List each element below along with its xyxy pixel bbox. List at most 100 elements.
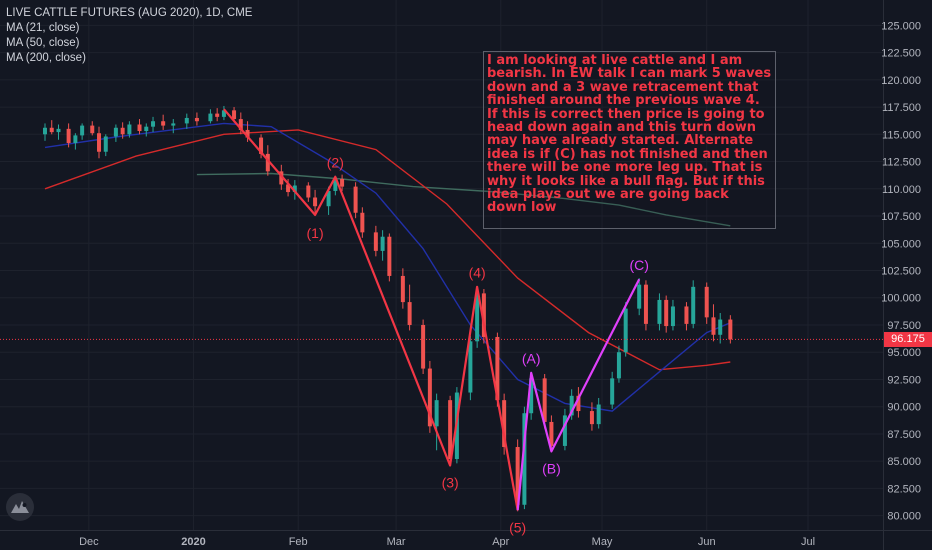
candle (380, 230, 385, 261)
candle (657, 293, 662, 331)
wave-label: (2) (327, 155, 344, 171)
tradingview-logo-icon[interactable] (6, 493, 34, 521)
candle (161, 114, 166, 130)
candle (127, 121, 132, 138)
candle-body (387, 236, 392, 276)
candle-body (103, 136, 108, 152)
candle (103, 134, 108, 157)
candle-body (569, 395, 574, 416)
candle-body (340, 178, 345, 187)
candle-body (637, 284, 642, 309)
y-tick-label: 80.000 (887, 511, 921, 523)
candle-body (49, 127, 54, 133)
candle (448, 395, 453, 466)
candle-body (66, 128, 71, 144)
candle-body (529, 378, 534, 414)
candle (144, 123, 149, 137)
candle (208, 109, 213, 124)
candle (718, 312, 723, 344)
candle (306, 182, 311, 202)
candle-body (333, 178, 338, 191)
candle-body (481, 293, 486, 337)
candle (637, 278, 642, 316)
legend-ma50[interactable]: MA (50, close) (6, 37, 80, 49)
candle (684, 302, 689, 331)
candle-body (292, 185, 297, 193)
x-tick-label: 2020 (181, 536, 205, 548)
legend-ma21[interactable]: MA (21, close) (6, 22, 80, 34)
moving-average-ma200 (196, 172, 731, 227)
candle-body (232, 110, 237, 120)
wave-line (223, 108, 519, 511)
candle-body (120, 127, 125, 135)
candle-body (427, 368, 432, 427)
candle-body (475, 293, 480, 342)
candle-body (542, 378, 547, 422)
candle-body (313, 197, 318, 207)
chart-legend: LIVE CATTLE FUTURES (AUG 2020), 1D, CME … (6, 6, 252, 66)
candle-body (161, 121, 166, 126)
candle (596, 397, 601, 429)
y-tick-label: 112.500 (882, 157, 921, 169)
candle (670, 299, 675, 331)
candle-body (434, 400, 439, 427)
y-tick-label: 120.000 (881, 75, 921, 87)
candle (286, 178, 291, 197)
moving-average-ma21 (44, 122, 731, 412)
candle (238, 112, 243, 135)
candle (353, 182, 358, 219)
moving-average-ma50 (44, 129, 731, 371)
candle (400, 268, 405, 309)
candle-body (495, 336, 500, 401)
candle-body (208, 113, 213, 122)
legend-ma200[interactable]: MA (200, close) (6, 52, 86, 64)
candle (313, 189, 318, 213)
candle-body (137, 124, 142, 132)
candle-body (56, 128, 61, 133)
annotation-note[interactable]: I am looking at live cattle and I am bea… (483, 51, 776, 229)
candle-body (421, 324, 426, 369)
y-tick-label: 107.500 (881, 211, 921, 223)
y-tick-label: 100.000 (881, 293, 921, 305)
candle-body (215, 113, 220, 117)
candle (616, 345, 621, 383)
candle (542, 374, 547, 429)
candle (120, 122, 125, 139)
x-tick-label: May (592, 536, 613, 548)
candle (434, 393, 439, 451)
y-tick-label: 95.000 (887, 347, 921, 359)
grid (0, 0, 883, 530)
y-tick-label: 102.500 (881, 266, 921, 278)
candle (562, 408, 567, 451)
candle-body (670, 306, 675, 327)
wave-label: (1) (307, 225, 324, 241)
candle-body (238, 119, 243, 130)
candle (704, 282, 709, 324)
candle-body (515, 447, 520, 505)
candle-body (306, 185, 311, 198)
candle (427, 360, 432, 433)
candle (221, 105, 226, 121)
candle-body (522, 413, 527, 505)
candle-body (718, 319, 723, 335)
candle (56, 124, 61, 140)
candle-body (259, 137, 264, 154)
candle-body (127, 124, 132, 135)
candle-body (400, 275, 405, 303)
candle-body (407, 302, 412, 325)
candle (576, 387, 581, 418)
wave-label: (5) (509, 519, 526, 535)
candle-body (711, 317, 716, 335)
candle-body (42, 127, 47, 135)
candle (194, 112, 199, 126)
candle-body (171, 123, 176, 126)
candle (691, 280, 696, 329)
y-tick-label: 125.000 (881, 20, 921, 32)
chart-title[interactable]: LIVE CATTLE FUTURES (AUG 2020), 1D, CME (6, 7, 253, 19)
y-tick-label: 97.500 (887, 320, 921, 332)
candle (623, 302, 628, 357)
x-tick-label: Apr (492, 536, 509, 548)
candle-body (286, 184, 291, 193)
candle-body (728, 319, 733, 340)
